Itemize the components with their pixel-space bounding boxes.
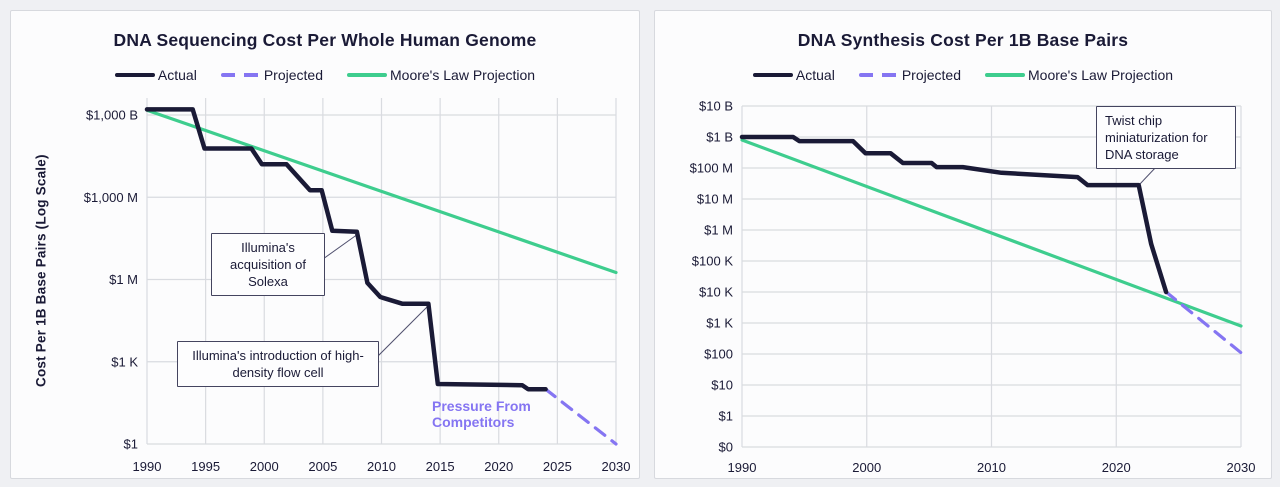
x-tick-label: 2025 [543, 459, 572, 474]
legend-label-projected: Projected [901, 67, 961, 83]
x-tick-label: 2000 [852, 460, 881, 475]
legend-item-actual: Actual [114, 67, 197, 83]
y-tick-label: $1 K [111, 354, 138, 369]
annotation-solexa-acquisition: Illumina's acquisition of Solexa [211, 233, 325, 296]
x-tick-label: 2005 [308, 459, 337, 474]
y-tick-label: $0 [719, 440, 733, 455]
synthesis-chart-plot: 1990 2000 2010 2020 2030 $10 B $1 B $100 M $10 M… [690, 99, 1256, 476]
series-line-projected [1164, 290, 1243, 355]
y-tick-label: $1 B [706, 130, 733, 145]
x-tick-label: 1990 [133, 459, 162, 474]
series-line-actual [144, 107, 548, 392]
y-tick-label: $1,000 B [86, 108, 138, 123]
y-tick-label: $10 [711, 378, 733, 393]
legend-item-actual: Actual [752, 67, 835, 83]
projected-line-swatch-icon [858, 73, 899, 77]
x-tick-label: 2010 [977, 460, 1006, 475]
y-tick-label: $1 [719, 409, 733, 424]
x-tick-label: 2020 [1102, 460, 1131, 475]
y-tick-label: $1 [124, 437, 138, 452]
legend-item-projected: Projected [220, 67, 323, 83]
legend-item-moore: Moore's Law Projection [985, 67, 1173, 83]
projected-line-swatch-icon [220, 73, 261, 77]
x-tick-label: 2010 [367, 459, 396, 474]
annotation-pressure-from-competitors: Pressure From Competitors [432, 398, 531, 430]
annotation-connector-line [370, 304, 430, 364]
x-tick-label: 2000 [250, 459, 279, 474]
annotation-connector-line [1138, 165, 1158, 186]
legend-label-moore: Moore's Law Projection [390, 67, 536, 83]
legend-item-projected: Projected [858, 67, 961, 83]
y-tick-label: $1 M [704, 223, 733, 238]
synthesis-chart-title: DNA Synthesis Cost Per 1B Base Pairs [797, 30, 1129, 50]
x-tick-label: 1990 [728, 460, 757, 475]
x-tick-label: 2030 [602, 459, 631, 474]
annotation-flow-cell: Illumina's introduction of high-density … [177, 341, 379, 387]
legend-label-actual: Actual [157, 67, 197, 83]
sequencing-chart-legend: Actual Projected Moore's Law Projection [11, 67, 639, 83]
series-line-moore [145, 108, 618, 275]
x-tick-label: 2020 [484, 459, 513, 474]
y-tick-label: $1 M [109, 272, 138, 287]
annotation-twist-chip: Twist chip miniaturization for DNA stora… [1096, 106, 1236, 169]
y-tick-label: $100 [704, 347, 733, 362]
y-tick-label: $100 K [692, 254, 734, 269]
actual-line-swatch-icon [752, 73, 793, 77]
moore-line-swatch-icon [985, 73, 1025, 77]
legend-label-moore: Moore's Law Projection [1028, 67, 1174, 83]
y-tick-label: $10 B [699, 99, 733, 114]
y-tick-label: $1 K [706, 316, 733, 331]
y-tick-label: $1,000 M [84, 190, 138, 205]
series-line-moore [740, 138, 1243, 328]
sequencing-cost-chart-card: DNA Sequencing Cost Per Whole Human Geno… [10, 10, 640, 479]
x-tick-label: 1995 [191, 459, 220, 474]
synthesis-chart-legend: Actual Projected Moore's Law Projection [655, 67, 1271, 83]
actual-line-swatch-icon [114, 73, 155, 77]
series-line-projected [543, 387, 618, 446]
legend-label-actual: Actual [795, 67, 835, 83]
legend-item-moore: Moore's Law Projection [347, 67, 535, 83]
series-line-actual [739, 134, 1169, 295]
sequencing-chart-title: DNA Sequencing Cost Per Whole Human Geno… [113, 30, 537, 50]
y-tick-label: $10 K [699, 285, 733, 300]
y-tick-label: $100 M [690, 161, 733, 176]
moore-line-swatch-icon [347, 73, 387, 77]
synthesis-cost-chart-card: DNA Synthesis Cost Per 1B Base Pairs Act… [654, 10, 1272, 479]
y-tick-label: $10 M [697, 192, 733, 207]
x-tick-label: 2015 [426, 459, 455, 474]
legend-label-projected: Projected [263, 67, 323, 83]
x-tick-label: 2030 [1227, 460, 1256, 475]
